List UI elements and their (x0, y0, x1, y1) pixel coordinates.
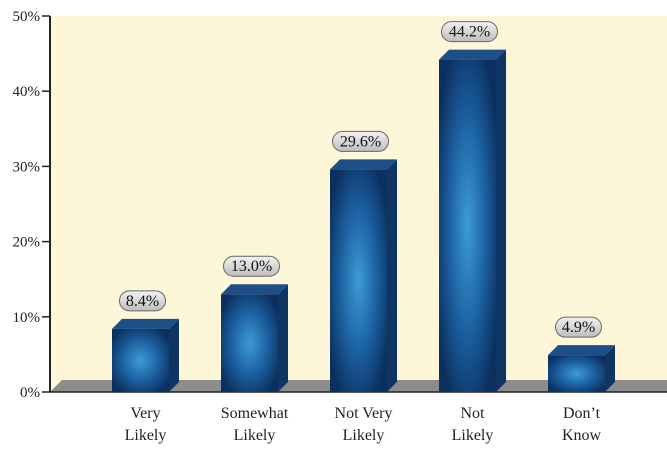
data-label-pill (332, 130, 389, 152)
data-label: 8.4% (119, 290, 166, 312)
category-label: Somewhat Likely (221, 405, 289, 444)
category-label: Don’t Know (562, 405, 602, 444)
category-label-line: Don’t (563, 405, 601, 422)
bar-side (387, 159, 397, 392)
bar (221, 284, 288, 392)
category-label: Not Very Likely (335, 405, 393, 444)
bar-side (496, 49, 506, 393)
bar-front (330, 169, 387, 392)
bar-top (221, 284, 288, 295)
bar-top (548, 345, 615, 356)
category-label-line: Likely (343, 427, 385, 444)
y-tick-label: 50% (13, 9, 41, 25)
bar (330, 159, 397, 392)
y-tick-label: 0% (20, 385, 40, 401)
bar (548, 345, 615, 392)
bar-side (605, 345, 615, 392)
category-label-line: Somewhat (221, 405, 289, 422)
data-label-pill (223, 255, 280, 277)
bar-front (112, 328, 169, 392)
bar-front (439, 59, 496, 393)
bar-top (330, 159, 397, 170)
category-label-line: Likely (234, 427, 276, 444)
data-label-text: 29.6% (340, 133, 381, 150)
category-label-line: Likely (125, 427, 167, 444)
bar-side (169, 318, 179, 392)
data-label: 13.0% (223, 255, 280, 277)
bar-top (112, 318, 179, 329)
bar (439, 49, 506, 393)
bar-front (221, 294, 278, 392)
data-label: 44.2% (441, 21, 498, 43)
category-label-line: Know (562, 427, 602, 444)
data-labels: 8.4% 13.0% 29.6% 44.2% 4.9% (119, 21, 602, 338)
bar-side (278, 284, 288, 392)
y-tick-label: 10% (13, 310, 41, 326)
y-ticks: 0% 10% 20% 30% 40% 50% (13, 9, 50, 401)
category-label-line: Likely (452, 427, 494, 444)
category-label: Very Likely (125, 405, 167, 444)
bar (112, 318, 179, 392)
data-label-pill (441, 21, 498, 43)
category-label-line: Very (130, 405, 160, 422)
bars (112, 49, 615, 393)
bar-top (439, 49, 506, 60)
bar-front (548, 355, 605, 392)
data-label-pill (555, 316, 602, 338)
data-label-text: 4.9% (562, 319, 595, 336)
data-label-text: 13.0% (231, 258, 272, 275)
category-label-line: Not Very (335, 405, 393, 422)
category-label: Not Likely (452, 405, 494, 444)
data-label: 29.6% (332, 130, 389, 152)
y-tick-label: 30% (13, 159, 41, 175)
data-label: 4.9% (555, 316, 602, 338)
data-label-pill (119, 290, 166, 312)
category-label-line: Not (461, 405, 486, 422)
data-label-text: 44.2% (449, 24, 490, 41)
y-tick-label: 20% (13, 235, 41, 251)
data-label-text: 8.4% (126, 293, 159, 310)
y-tick-label: 40% (13, 84, 41, 100)
